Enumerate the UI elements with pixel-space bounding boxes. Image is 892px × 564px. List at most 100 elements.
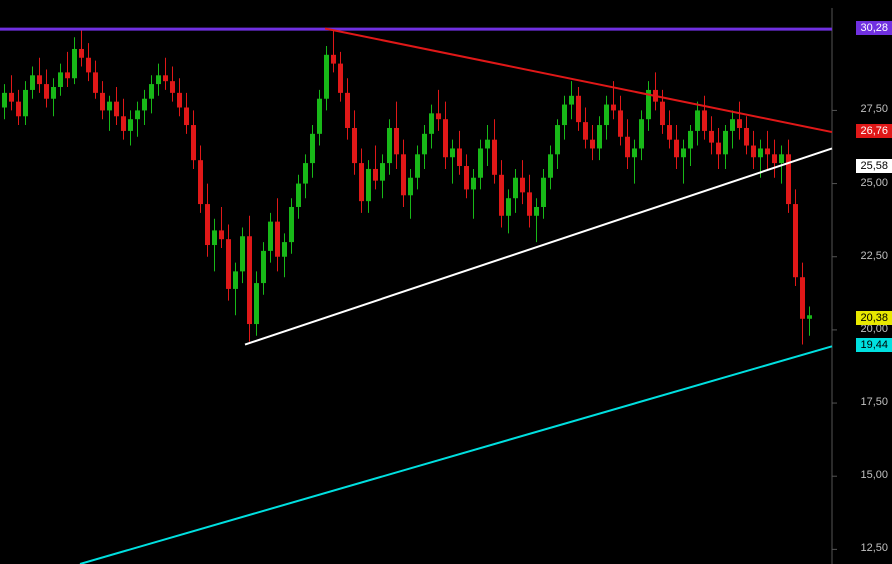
candle[interactable] bbox=[548, 154, 553, 177]
candle[interactable] bbox=[639, 119, 644, 148]
candle[interactable] bbox=[597, 125, 602, 148]
candle[interactable] bbox=[436, 113, 441, 119]
candle[interactable] bbox=[72, 49, 77, 78]
candle[interactable] bbox=[289, 207, 294, 242]
candle[interactable] bbox=[800, 277, 805, 319]
candle[interactable] bbox=[611, 105, 616, 111]
candle[interactable] bbox=[156, 75, 161, 84]
candle[interactable] bbox=[303, 163, 308, 183]
candle[interactable] bbox=[44, 84, 49, 99]
candle[interactable] bbox=[387, 128, 392, 163]
candle[interactable] bbox=[177, 93, 182, 108]
candle[interactable] bbox=[576, 96, 581, 122]
candle[interactable] bbox=[709, 131, 714, 143]
candle[interactable] bbox=[730, 119, 735, 131]
candle[interactable] bbox=[590, 140, 595, 149]
candle[interactable] bbox=[100, 93, 105, 111]
candle[interactable] bbox=[688, 131, 693, 149]
candle[interactable] bbox=[765, 148, 770, 154]
candle[interactable] bbox=[170, 81, 175, 93]
candle[interactable] bbox=[772, 154, 777, 163]
candle[interactable] bbox=[380, 163, 385, 181]
candle[interactable] bbox=[506, 198, 511, 216]
candle[interactable] bbox=[534, 207, 539, 216]
candle[interactable] bbox=[317, 99, 322, 134]
candle[interactable] bbox=[485, 140, 490, 149]
candle[interactable] bbox=[58, 72, 63, 87]
candle[interactable] bbox=[779, 154, 784, 163]
candle[interactable] bbox=[604, 105, 609, 125]
candle[interactable] bbox=[51, 87, 56, 99]
candle[interactable] bbox=[240, 236, 245, 271]
candle[interactable] bbox=[618, 110, 623, 136]
candle[interactable] bbox=[569, 96, 574, 105]
candle[interactable] bbox=[520, 178, 525, 193]
candle[interactable] bbox=[457, 148, 462, 166]
candle[interactable] bbox=[471, 178, 476, 190]
candle[interactable] bbox=[16, 102, 21, 117]
candle[interactable] bbox=[807, 315, 812, 319]
candle[interactable] bbox=[93, 72, 98, 92]
candle[interactable] bbox=[583, 122, 588, 140]
candle[interactable] bbox=[23, 90, 28, 116]
candle[interactable] bbox=[310, 134, 315, 163]
candle[interactable] bbox=[492, 140, 497, 175]
candle[interactable] bbox=[667, 125, 672, 140]
candle[interactable] bbox=[366, 169, 371, 201]
candle[interactable] bbox=[758, 148, 763, 157]
candle[interactable] bbox=[478, 148, 483, 177]
candle[interactable] bbox=[149, 84, 154, 99]
candle[interactable] bbox=[247, 236, 252, 324]
candle[interactable] bbox=[695, 110, 700, 130]
candle[interactable] bbox=[625, 137, 630, 157]
candle[interactable] bbox=[744, 128, 749, 146]
candle[interactable] bbox=[373, 169, 378, 181]
candle[interactable] bbox=[422, 134, 427, 154]
candle[interactable] bbox=[191, 125, 196, 160]
candle[interactable] bbox=[345, 93, 350, 128]
candle[interactable] bbox=[163, 75, 168, 81]
candle[interactable] bbox=[9, 93, 14, 102]
candle[interactable] bbox=[219, 230, 224, 239]
candle[interactable] bbox=[716, 143, 721, 155]
candle[interactable] bbox=[282, 242, 287, 257]
candle[interactable] bbox=[450, 148, 455, 157]
candle[interactable] bbox=[394, 128, 399, 154]
candle[interactable] bbox=[268, 222, 273, 251]
candle[interactable] bbox=[352, 128, 357, 163]
candle[interactable] bbox=[135, 110, 140, 119]
candle[interactable] bbox=[121, 116, 126, 131]
candle[interactable] bbox=[254, 283, 259, 324]
candle[interactable] bbox=[681, 148, 686, 157]
candle[interactable] bbox=[226, 239, 231, 289]
candle[interactable] bbox=[562, 105, 567, 125]
candle[interactable] bbox=[541, 178, 546, 207]
candle[interactable] bbox=[30, 75, 35, 90]
candle[interactable] bbox=[359, 163, 364, 201]
candle[interactable] bbox=[331, 55, 336, 64]
candle[interactable] bbox=[429, 113, 434, 133]
candle[interactable] bbox=[408, 178, 413, 196]
candle[interactable] bbox=[275, 222, 280, 257]
candle[interactable] bbox=[401, 154, 406, 195]
candle[interactable] bbox=[443, 119, 448, 157]
candle[interactable] bbox=[415, 154, 420, 177]
candle[interactable] bbox=[261, 251, 266, 283]
candle[interactable] bbox=[513, 178, 518, 198]
candle[interactable] bbox=[128, 119, 133, 131]
candle[interactable] bbox=[555, 125, 560, 154]
candle[interactable] bbox=[632, 148, 637, 157]
candle[interactable] bbox=[142, 99, 147, 111]
candle[interactable] bbox=[37, 75, 42, 84]
candle[interactable] bbox=[198, 160, 203, 204]
chart-container[interactable]: 27,5025,0022,5020,0017,5015,0012,5030,28… bbox=[0, 0, 892, 564]
candle[interactable] bbox=[737, 119, 742, 128]
candle[interactable] bbox=[107, 102, 112, 111]
candle[interactable] bbox=[751, 146, 756, 158]
candlestick-chart[interactable] bbox=[0, 0, 892, 564]
candle[interactable] bbox=[464, 166, 469, 189]
candle[interactable] bbox=[212, 230, 217, 245]
candle[interactable] bbox=[338, 64, 343, 93]
candle[interactable] bbox=[793, 204, 798, 277]
candle[interactable] bbox=[205, 204, 210, 245]
